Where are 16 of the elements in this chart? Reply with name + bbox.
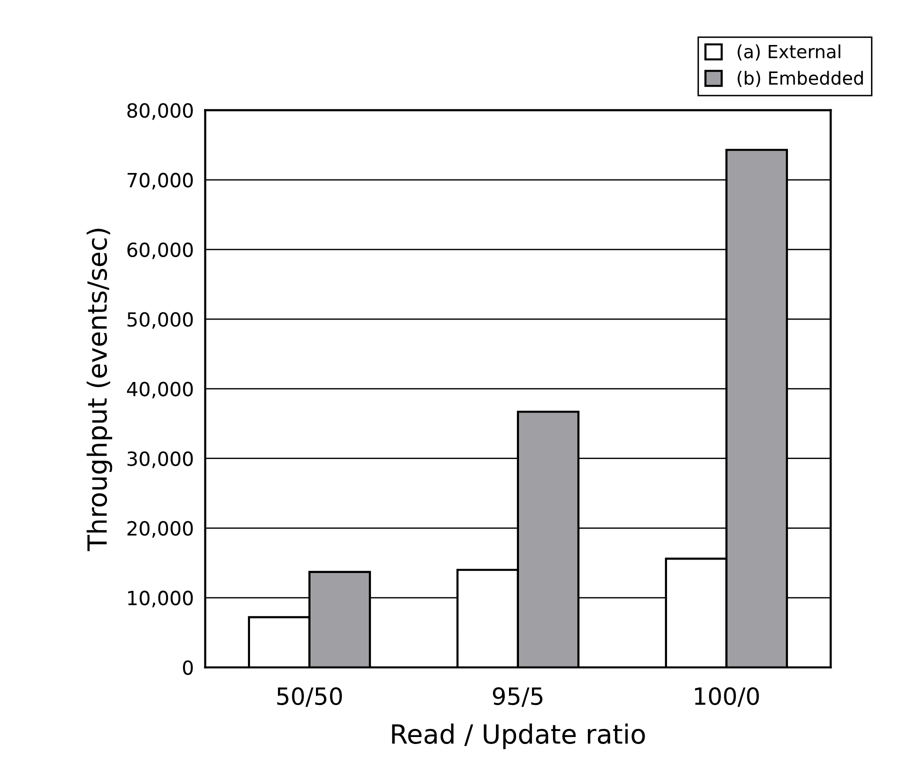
legend-label: (b) Embedded (738, 70, 863, 87)
x-axis-title: Read / Update ratio (392, 724, 645, 750)
y-axis-title: Throughput (events/sec) (86, 228, 112, 552)
y-tick-label: 50,000 (128, 312, 193, 329)
x-tick-label: 100/0 (695, 687, 759, 707)
x-tick-label: 95/5 (492, 687, 542, 707)
y-tick-label: 70,000 (128, 172, 193, 190)
y-tick-label: 20,000 (127, 521, 193, 538)
y-tick-label: 40,000 (127, 382, 193, 398)
y-tick-label: 10,000 (128, 590, 193, 608)
y-tick-label: 60,000 (127, 242, 193, 260)
x-tick-label: 50/50 (277, 687, 342, 707)
y-tick-label: 30,000 (128, 451, 193, 468)
y-tick-label: 80,000 (127, 103, 193, 120)
y-tick-label: 0 (183, 660, 193, 676)
legend-label: (a) External (738, 44, 840, 60)
